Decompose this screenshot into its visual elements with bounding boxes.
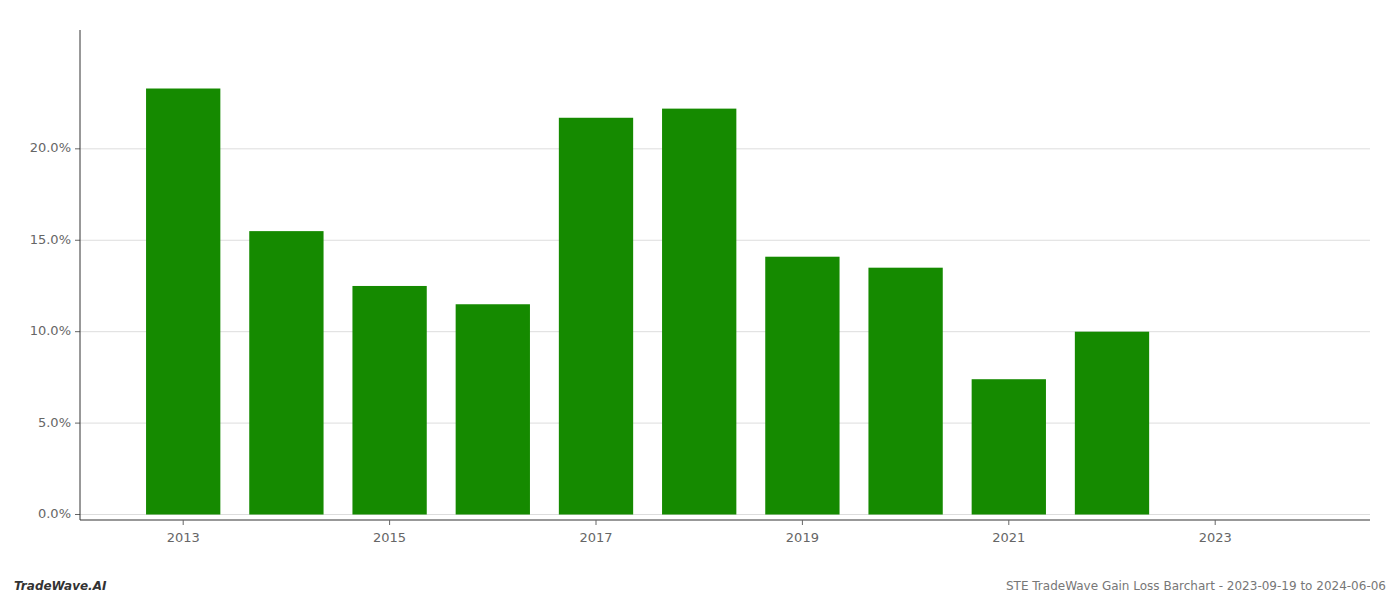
- footer-left: TradeWave.AI: [14, 579, 107, 593]
- x-tick: [389, 520, 390, 525]
- x-tick-label: 2021: [992, 530, 1025, 545]
- y-axis-line: [80, 30, 81, 520]
- bar: [1075, 332, 1149, 515]
- bars: [146, 89, 1149, 515]
- x-tick: [1215, 520, 1216, 525]
- y-tick-label: 15.0%: [30, 232, 71, 247]
- bar: [662, 109, 736, 515]
- y-tick-label: 10.0%: [30, 323, 71, 338]
- bar: [765, 257, 839, 515]
- bar: [972, 379, 1046, 514]
- bar: [249, 231, 323, 514]
- bar: [456, 304, 530, 514]
- x-tick: [183, 520, 184, 525]
- bar: [868, 268, 942, 515]
- footer-right: STE TradeWave Gain Loss Barchart - 2023-…: [1006, 579, 1386, 593]
- x-tick: [596, 520, 597, 525]
- bar: [559, 118, 633, 515]
- y-axis: 0.0% 5.0% 10.0% 15.0% 20.0%: [30, 30, 80, 521]
- x-tick-label: 2017: [579, 530, 612, 545]
- x-tick-label: 2015: [373, 530, 406, 545]
- y-tick-label: 0.0%: [38, 506, 71, 521]
- x-axis-line: [80, 520, 1370, 521]
- x-tick-label: 2023: [1199, 530, 1232, 545]
- y-tick: [75, 148, 80, 149]
- y-tick-label: 20.0%: [30, 140, 71, 155]
- x-tick: [802, 520, 803, 525]
- x-tick: [1008, 520, 1009, 525]
- y-tick: [75, 240, 80, 241]
- x-tick-label: 2019: [786, 530, 819, 545]
- x-axis: 2013 2015 2017 2019 2021 2023: [80, 520, 1370, 545]
- y-tick: [75, 331, 80, 332]
- y-tick: [75, 514, 80, 515]
- bar: [146, 89, 220, 515]
- bar: [352, 286, 426, 515]
- x-tick-label: 2013: [167, 530, 200, 545]
- y-tick: [75, 423, 80, 424]
- y-tick-label: 5.0%: [38, 415, 71, 430]
- chart: 0.0%5.0%10.0%15.0%20.0%20132015201720192…: [0, 0, 1400, 600]
